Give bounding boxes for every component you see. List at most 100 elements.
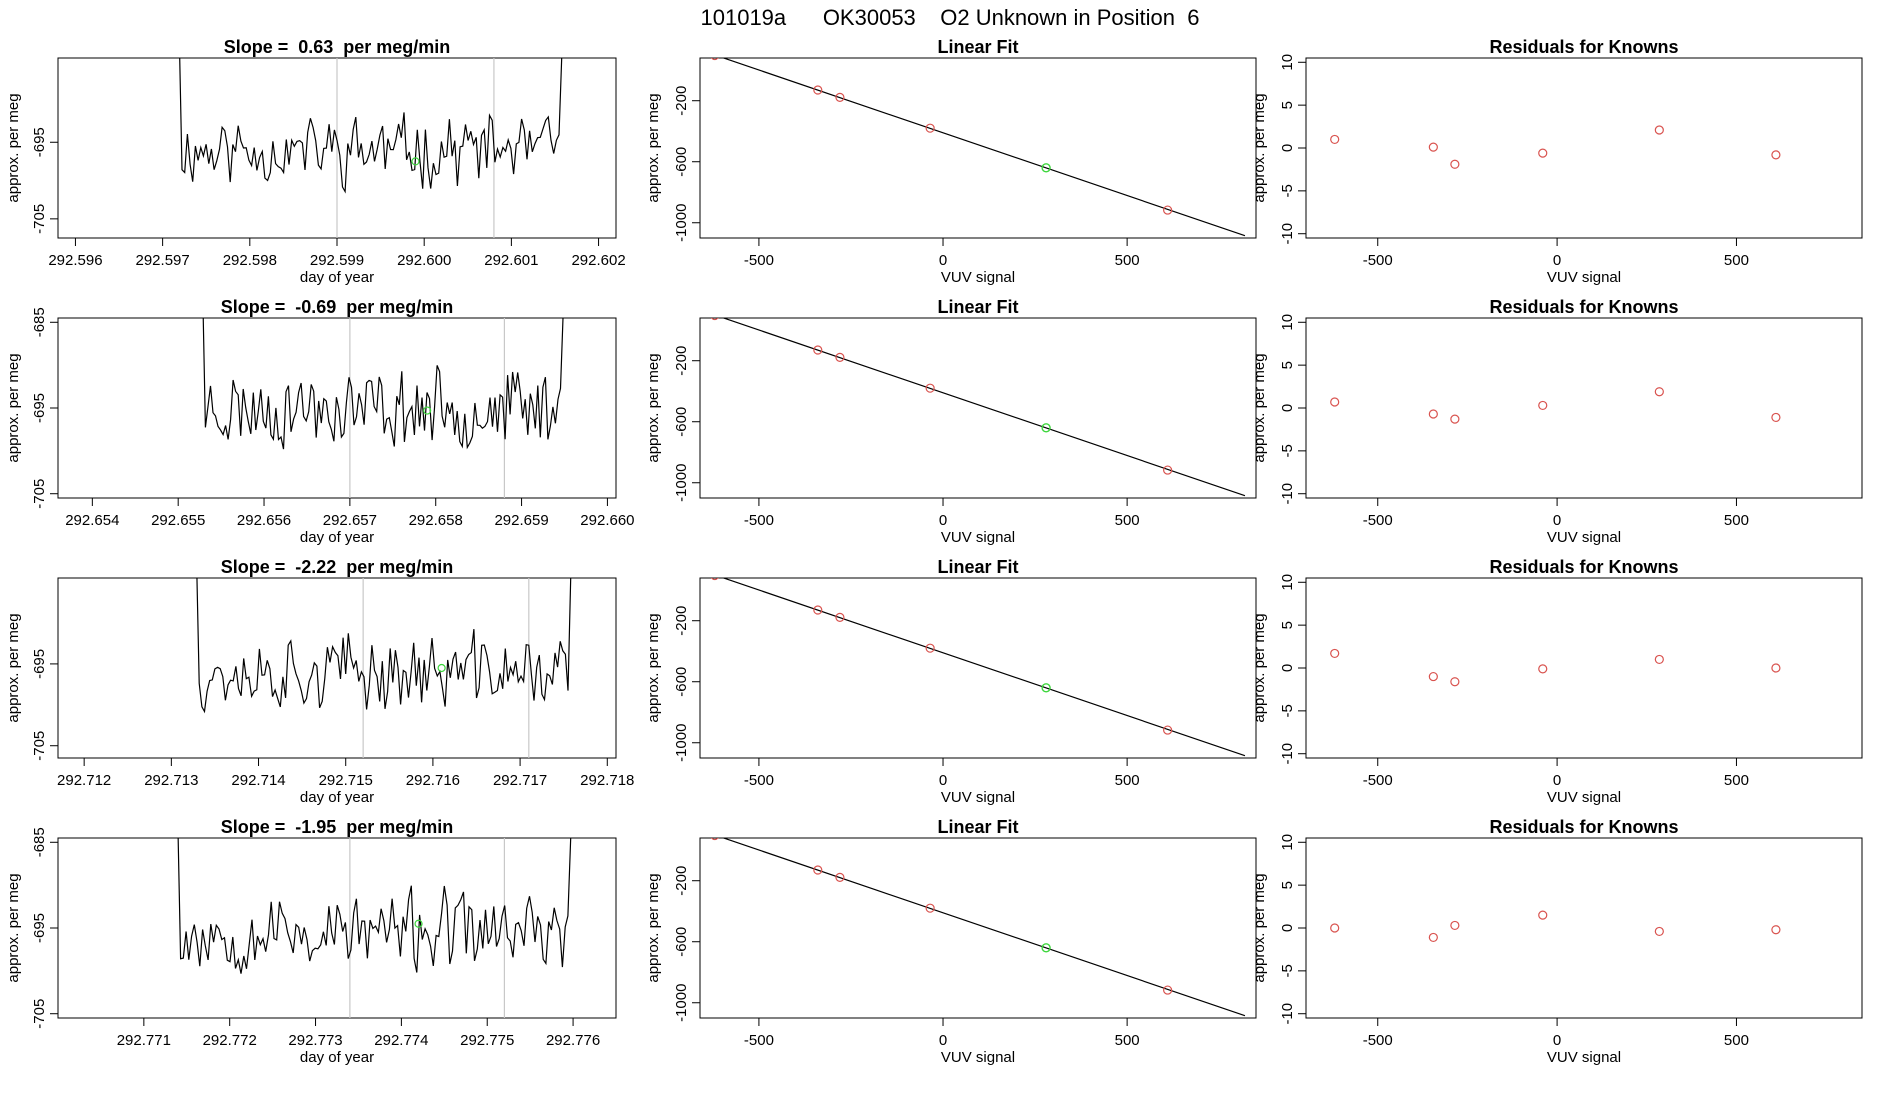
y-tick-label: 0: [1279, 924, 1296, 932]
residual-point: [1450, 414, 1460, 424]
known-point: [835, 872, 845, 882]
plot-frame: [57, 577, 617, 759]
y-tick-label: 10: [1279, 574, 1296, 591]
x-axis-label: VUV signal: [1547, 529, 1621, 546]
y-tick-label: -200: [673, 606, 690, 636]
unknown-point: [1041, 943, 1051, 953]
x-tick-label: 0: [939, 512, 947, 529]
y-tick-label: -1000: [673, 464, 690, 502]
chart-title: Linear Fit: [937, 557, 1018, 577]
x-axis-label: VUV signal: [941, 529, 1015, 546]
known-point: [835, 352, 845, 362]
plot-data: [1330, 648, 1781, 687]
y-tick-label: 5: [1279, 621, 1296, 629]
chart-fit-1: Linear Fit -500 0 500 VUV signal -200 -600 -100…: [645, 37, 1257, 286]
y-tick-label: 0: [1279, 144, 1296, 152]
known-point: [710, 578, 719, 581]
plot-data: [710, 578, 1246, 757]
x-axis-label: VUV signal: [941, 269, 1015, 286]
residual-point: [1654, 926, 1664, 937]
x-tick-label: 292.659: [494, 512, 548, 529]
chart-title: Linear Fit: [937, 297, 1018, 317]
y-tick-label: -5: [1279, 184, 1296, 197]
plot-frame: [699, 577, 1257, 759]
y-tick-label: -705: [31, 731, 48, 761]
chart-title: Slope = -0.69 per meg/min: [221, 297, 454, 317]
y-axis-label: approx. per meg: [1251, 613, 1268, 722]
y-tick-label: -600: [673, 667, 690, 697]
chart-residuals-4: Residuals for Knowns -500 0 500 VUV signal 10…: [1251, 817, 1863, 1066]
x-axis-label: day of year: [300, 269, 374, 286]
x-tick-label: 500: [1724, 512, 1749, 529]
x-tick-label: 0: [939, 1032, 947, 1049]
x-tick-label: 292.602: [571, 252, 625, 269]
x-tick-label: 500: [1724, 772, 1749, 789]
x-axis-label: VUV signal: [941, 789, 1015, 806]
known-point: [925, 123, 935, 133]
residual-point: [1450, 159, 1460, 169]
y-tick-label: 0: [1279, 404, 1296, 412]
y-axis-label: approx. per meg: [5, 613, 22, 722]
residual-point: [1330, 397, 1340, 407]
signal-trace: [177, 838, 572, 974]
known-point: [1163, 465, 1173, 475]
y-tick-label: -695: [31, 649, 48, 679]
chart-title: Slope = -2.22 per meg/min: [221, 557, 454, 577]
y-tick-label: -685: [31, 307, 48, 337]
x-tick-label: 292.715: [319, 772, 373, 789]
x-tick-label: -500: [744, 772, 774, 789]
x-tick-label: -500: [744, 1032, 774, 1049]
residual-point: [1428, 142, 1438, 152]
y-tick-label: -600: [673, 407, 690, 437]
unknown-point: [437, 663, 446, 673]
x-axis-label: day of year: [300, 789, 374, 806]
plot-data: [710, 58, 1246, 237]
x-tick-label: 292.600: [397, 252, 451, 269]
y-axis-label: approx. per meg: [645, 93, 662, 202]
chart-timeseries-1: Slope = 0.63 per meg/min 292.596 292.597 29…: [5, 37, 626, 286]
chart-fit-3: Linear Fit -500 0 500 VUV signal -200 -600 -100…: [645, 557, 1257, 806]
known-point: [710, 318, 719, 321]
residual-point: [1428, 409, 1438, 419]
y-axis-label: approx. per meg: [645, 613, 662, 722]
unknown-point: [414, 919, 423, 928]
x-tick-label: 292.601: [484, 252, 538, 269]
residual-point: [1450, 920, 1460, 931]
chart-title: Residuals for Knowns: [1489, 557, 1678, 577]
known-point: [813, 605, 823, 615]
residual-point: [1771, 150, 1781, 160]
y-axis-label: approx. per meg: [5, 353, 22, 462]
residual-point: [1330, 134, 1340, 145]
y-tick-label: -695: [31, 127, 48, 157]
x-tick-label: 0: [1553, 252, 1561, 269]
plot-frame: [57, 837, 617, 1019]
y-tick-label: -705: [31, 204, 48, 234]
known-point: [835, 612, 845, 622]
residual-point: [1771, 663, 1781, 673]
y-tick-label: -1000: [673, 724, 690, 762]
y-tick-label: -5: [1279, 704, 1296, 717]
y-tick-label: 0: [1279, 664, 1296, 672]
unknown-point: [1041, 423, 1051, 433]
x-tick-label: 292.597: [136, 252, 190, 269]
plot-data: [177, 838, 572, 1018]
x-tick-label: 292.716: [406, 772, 460, 789]
y-tick-label: 10: [1279, 834, 1296, 851]
residual-point: [1330, 923, 1340, 933]
plot-data: [1330, 387, 1781, 424]
y-axis-label: approx. per meg: [5, 93, 22, 202]
y-tick-label: 5: [1279, 101, 1296, 109]
fit-line: [721, 58, 1246, 237]
chart-timeseries-3: Slope = -2.22 per meg/min 292.712 292.713 2…: [5, 557, 634, 806]
y-tick-label: 10: [1279, 54, 1296, 71]
unknown-point: [1041, 683, 1051, 693]
residual-point: [1450, 677, 1460, 687]
chart-title: Residuals for Knowns: [1489, 297, 1678, 317]
x-axis-label: VUV signal: [1547, 1049, 1621, 1066]
residual-point: [1428, 671, 1438, 682]
plot-frame: [699, 317, 1257, 499]
chart-title: Slope = 0.63 per meg/min: [224, 37, 451, 57]
y-tick-label: -705: [31, 479, 48, 509]
x-tick-label: 292.657: [323, 512, 377, 529]
chart-residuals-3: Residuals for Knowns -500 0 500 VUV signal 10…: [1251, 557, 1863, 806]
